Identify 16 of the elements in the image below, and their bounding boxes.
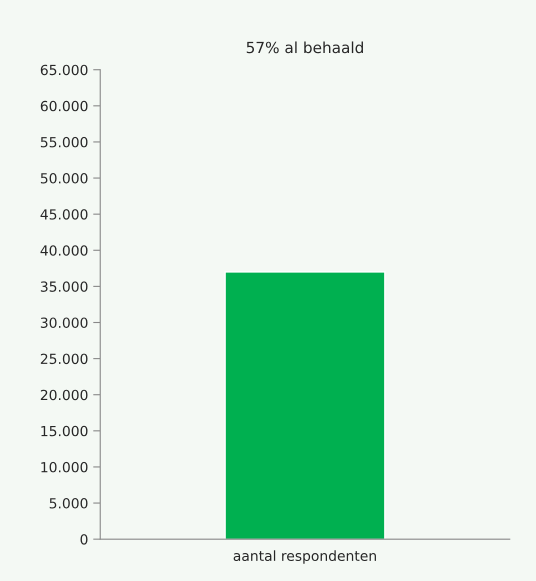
y-tick-label: 35.000 [40, 281, 88, 292]
x-tick-label: aantal respondenten [234, 550, 376, 564]
y-tick-label: 40.000 [40, 245, 88, 256]
y-tick-label: 50.000 [40, 173, 88, 184]
y-tick-label: 55.000 [40, 136, 88, 148]
y-tick-label: 5.000 [50, 498, 88, 509]
y-tick-label: 30.000 [40, 317, 88, 328]
y-tick-label: 10.000 [41, 462, 88, 472]
y-tick-label: 60.000 [40, 100, 88, 112]
y-tick-label: 25.000 [40, 354, 88, 364]
y-tick-label: 15.000 [41, 426, 88, 436]
chart-title: 57% al behaald [246, 41, 363, 54]
y-tick-label: 20.000 [40, 390, 88, 400]
y-tick-label: 45.000 [40, 209, 88, 220]
y-tick-label: 0 [80, 534, 88, 545]
y-tick-label: 65.000 [40, 64, 88, 76]
